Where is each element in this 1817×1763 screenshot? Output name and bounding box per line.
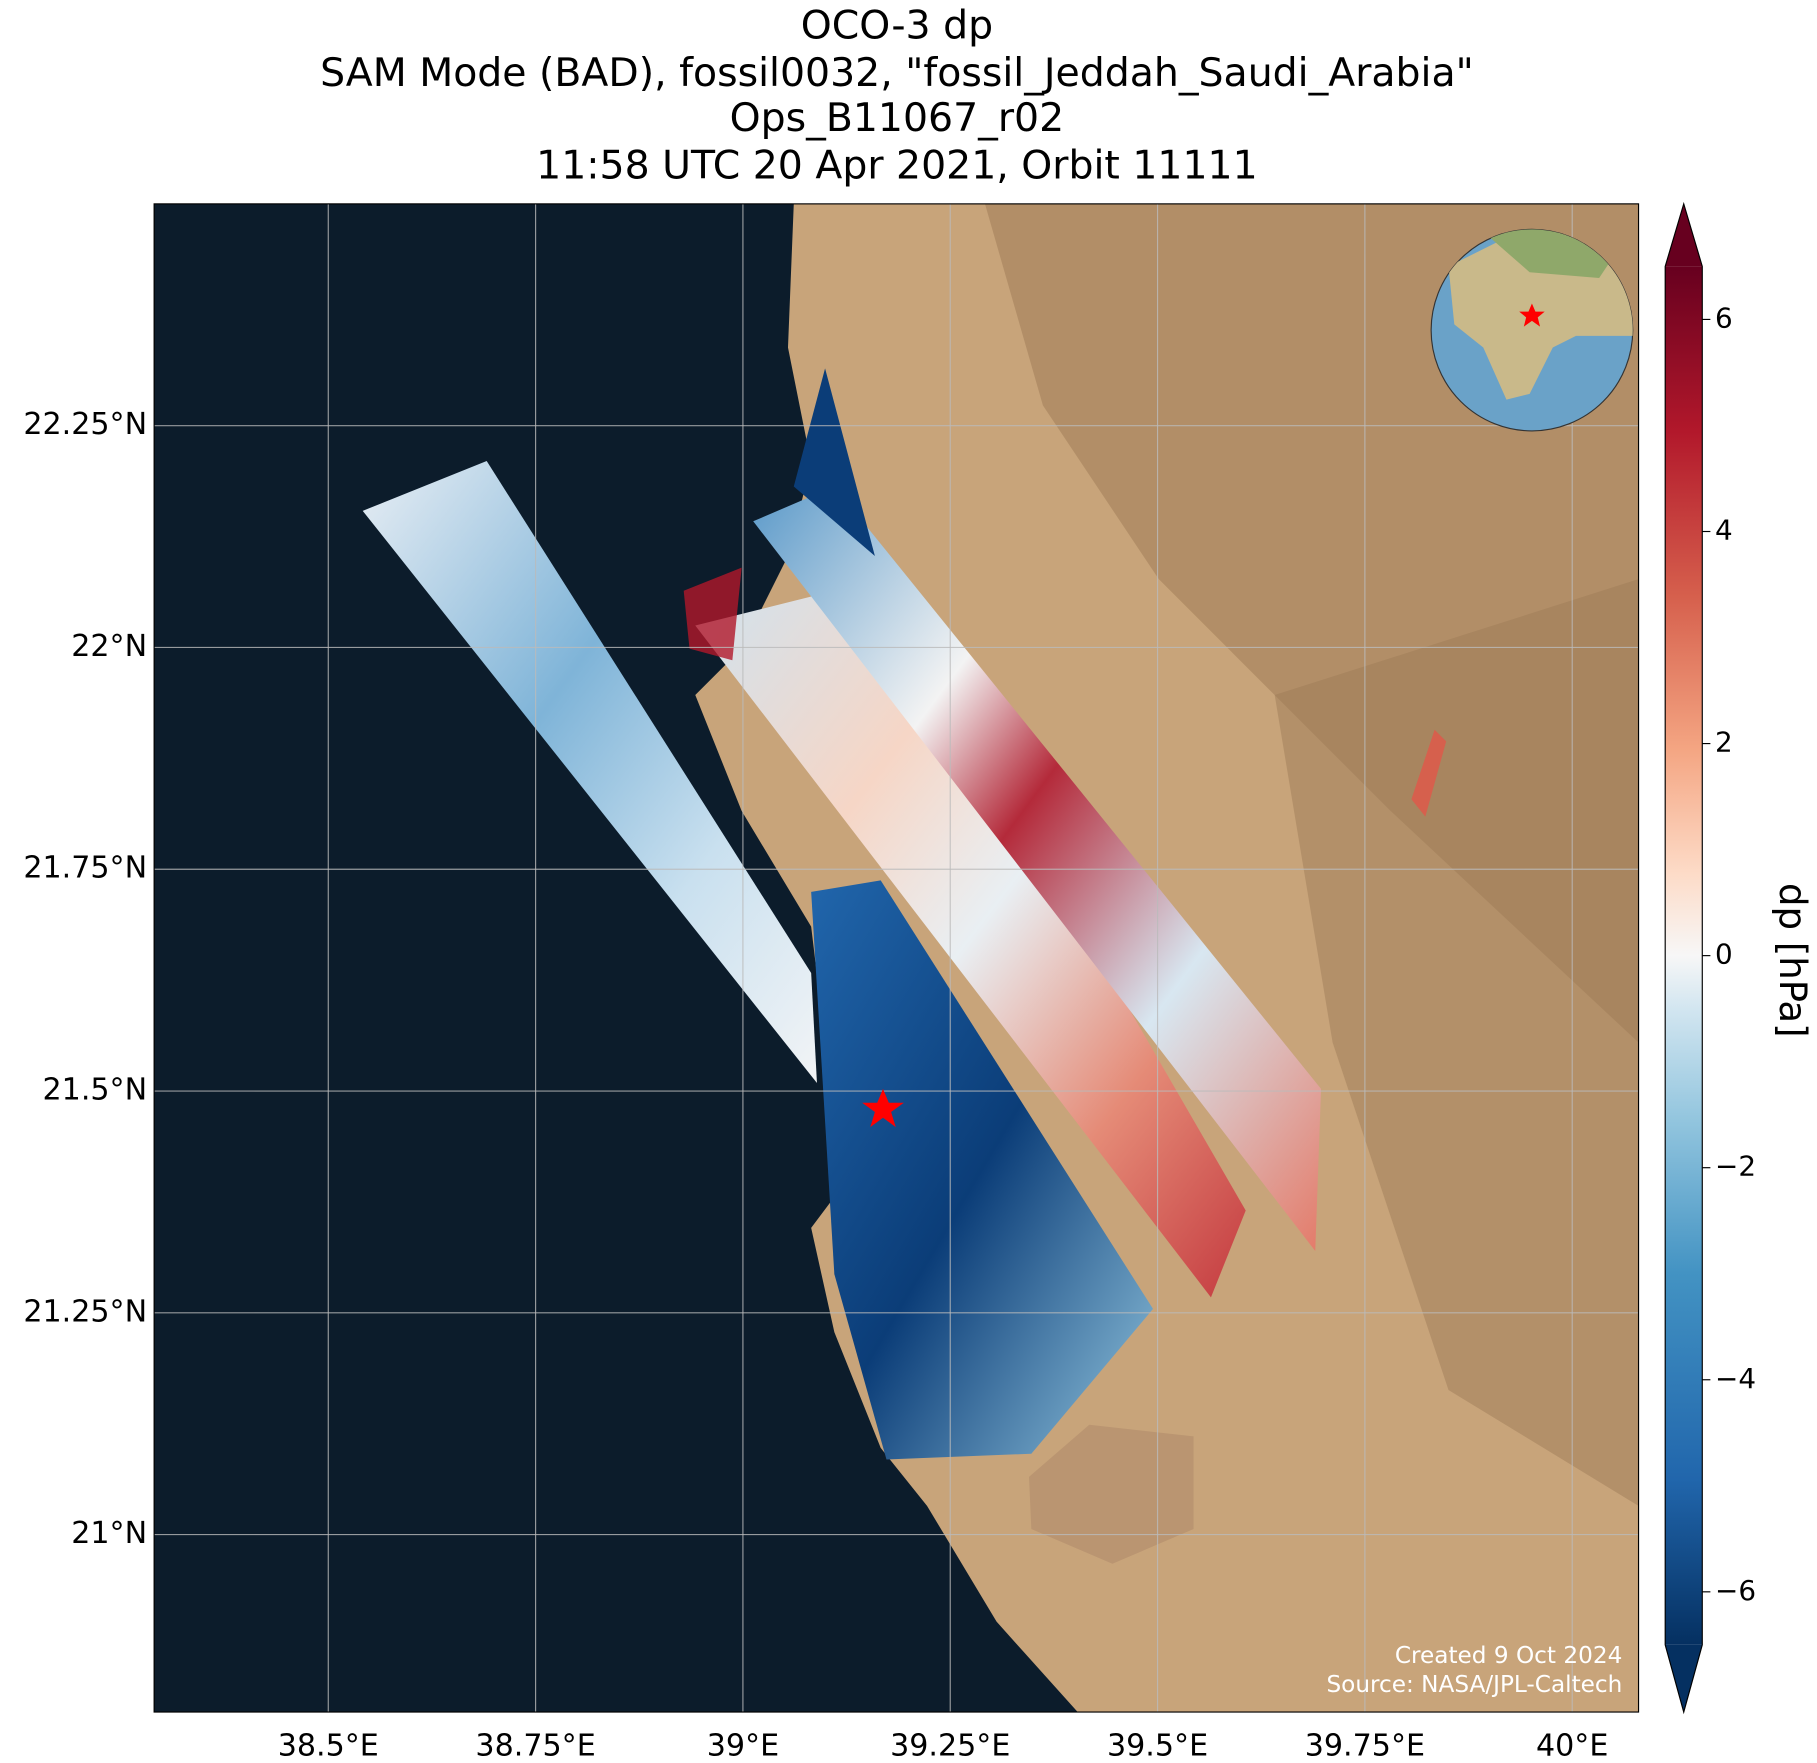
- colorbar-tick-label: 6: [1715, 301, 1733, 334]
- sounding-swath: [683, 567, 742, 661]
- colorbar-tick-label: −2: [1715, 1150, 1756, 1183]
- x-tick-label: 39°E: [707, 1728, 779, 1763]
- x-tick-label: 39.75°E: [1305, 1728, 1425, 1763]
- y-tick-label: 21.5°N: [43, 1073, 148, 1108]
- sounding-swath: [793, 368, 875, 557]
- colorbar-frame: [1664, 201, 1703, 1715]
- title: Ops_B11067_r02: [730, 95, 1065, 141]
- credit: Source: NASA/JPL-Caltech: [1326, 1671, 1622, 1698]
- y-tick-label: 21.75°N: [23, 851, 147, 886]
- colorbar: dp [hPa] −6 −4 −2 0 2 4 6: [1664, 201, 1814, 1715]
- sounding-swath: [695, 579, 1246, 1298]
- title: OCO-3 dp: [801, 2, 993, 48]
- x-tick-label: 38.75°E: [475, 1728, 595, 1763]
- credit: Created 9 Oct 2024: [1395, 1642, 1622, 1669]
- mountains: [1274, 579, 1639, 1506]
- axes: 38.5°E 38.75°E 39°E 39.25°E 39.5°E 39.75°E 40°…: [23, 407, 1608, 1763]
- grid: [154, 203, 1639, 1713]
- title-block: OCO-3 dp SAM Mode (BAD), fossil0032, "fo…: [320, 2, 1474, 188]
- colorbar-tick-label: −4: [1715, 1362, 1756, 1395]
- colorbar-extend: [1665, 203, 1703, 267]
- x-tick-label: 39.25°E: [890, 1728, 1010, 1763]
- sounding-swath: [1411, 729, 1447, 817]
- colorbar-tick-label: 2: [1715, 726, 1733, 759]
- globe-inset: [1430, 228, 1634, 432]
- title: SAM Mode (BAD), fossil0032, "fossil_Jedd…: [320, 50, 1474, 96]
- colorbar-tick-label: −6: [1715, 1574, 1756, 1607]
- y-tick-label: 21.25°N: [23, 1294, 147, 1329]
- x-tick-label: 40°E: [1536, 1728, 1608, 1763]
- x-tick-label: 38.5°E: [278, 1728, 379, 1763]
- y-tick-label: 22°N: [71, 629, 147, 664]
- colorbar-extend: [1665, 1644, 1703, 1713]
- sounding-swath: [362, 461, 817, 1084]
- colorbar-label: dp [hPa]: [1771, 883, 1814, 1038]
- title: 11:58 UTC 20 Apr 2021, Orbit 11111: [536, 142, 1258, 188]
- globe-marker: [1519, 303, 1545, 327]
- map: Created 9 Oct 2024 Source: NASA/JPL-Calt…: [154, 203, 1639, 1713]
- y-tick-label: 21°N: [71, 1516, 147, 1551]
- colorbar-tick-label: 4: [1715, 514, 1733, 547]
- sounding-swath: [811, 880, 1154, 1460]
- site-marker: [862, 1088, 904, 1128]
- y-tick-label: 22.25°N: [23, 407, 147, 442]
- map-frame: [153, 203, 1640, 1713]
- colorbar-body: [1665, 266, 1703, 1645]
- colorbar-tick-label: 0: [1715, 938, 1733, 971]
- x-tick-label: 39.5°E: [1107, 1728, 1208, 1763]
- land-feature: [1029, 1424, 1194, 1564]
